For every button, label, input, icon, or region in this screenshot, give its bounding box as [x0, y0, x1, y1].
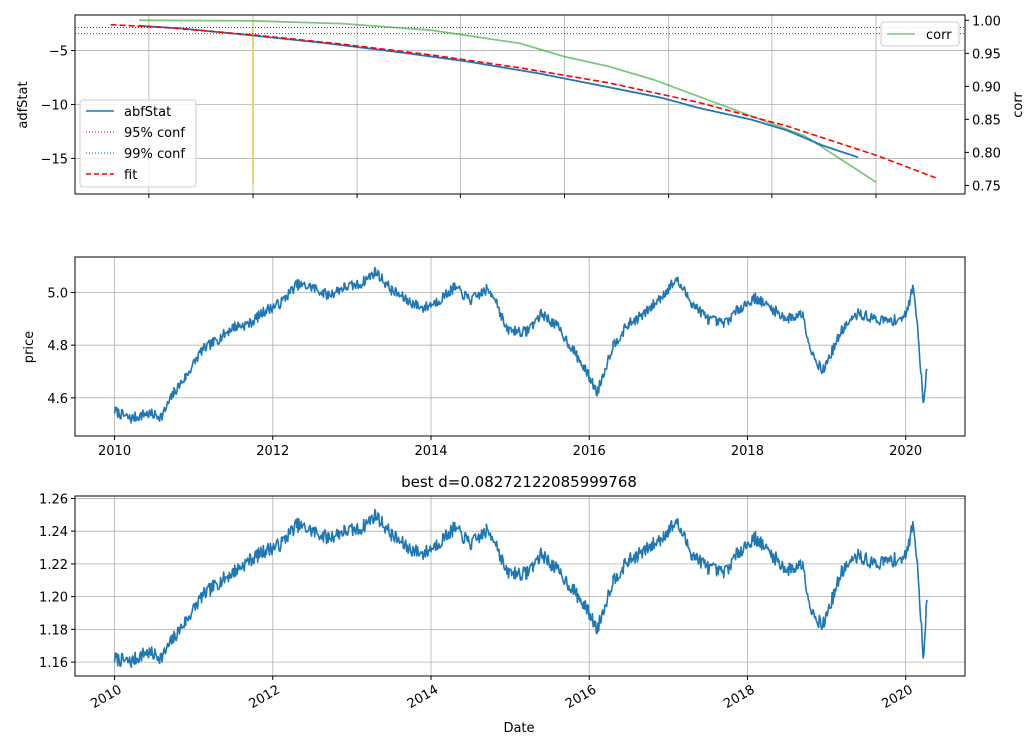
fracdiff-ytick-2-label: 1.20 — [39, 591, 68, 606]
price-series-line — [113, 266, 928, 424]
abfstat-series-line — [139, 24, 859, 159]
adf-ylabel: adfStat — [16, 81, 31, 128]
price-gridlines — [75, 257, 965, 436]
price-xtick-5-label: 2020 — [889, 444, 922, 459]
corr-ytick-5-label: 1.00 — [972, 14, 1001, 29]
price-ytick-0-label: 4.6 — [47, 392, 68, 407]
price-ytick-2-label: 5.0 — [47, 287, 68, 302]
price-frame — [74, 256, 966, 437]
fracdiff-ytick-5-label: 1.26 — [39, 492, 68, 507]
fracdiff-series — [113, 508, 928, 669]
adf-ytick-2-label: −15 — [41, 152, 68, 167]
corr-ylabel: corr — [1011, 92, 1026, 118]
fracdiff-ticks: 2010 2012 2014 2016 2018 2020 1.16 1.18 1.20 1.22… — [39, 492, 916, 712]
fracdiff-xtick-5-label: 2020 — [880, 682, 916, 712]
legend-fit-label: fit — [124, 168, 137, 183]
fracdiff-ytick-4-label: 1.24 — [39, 525, 68, 540]
fracdiff-panel: best d=0.08272122085999768 2010 2012 2014 2… — [39, 473, 966, 736]
fit-series-line — [110, 23, 936, 179]
fracdiff-gridlines — [75, 496, 965, 676]
fracdiff-xtick-0-label: 2010 — [88, 682, 124, 712]
fracdiff-xlabel: Date — [503, 721, 534, 736]
legend-abfstat-label: abfStat — [124, 105, 171, 120]
corr-legend: corr — [880, 21, 960, 47]
fracdiff-ytick-3-label: 1.22 — [39, 558, 68, 573]
price-ytick-1-label: 4.8 — [47, 339, 68, 354]
corr-ytick-0-label: 0.75 — [972, 179, 1001, 194]
fracdiff-xtick-3-label: 2016 — [563, 682, 599, 712]
price-xtick-2-label: 2014 — [414, 444, 447, 459]
corr-series-line — [139, 19, 877, 183]
adf-ticks: −5 −10 −15 0.75 0.80 0.85 0.90 0.95 1.00 — [41, 14, 1001, 198]
fracdiff-title: best d=0.08272122085999768 — [401, 473, 637, 491]
corr-ytick-4-label: 0.95 — [972, 47, 1001, 62]
price-ticks: 2010 2012 2014 2016 2018 2020 4.6 4.8 5.0 — [47, 287, 922, 459]
price-xtick-4-label: 2018 — [731, 444, 764, 459]
fracdiff-frame — [74, 495, 966, 677]
legend-conf95-label: 95% conf — [124, 126, 185, 141]
adf-panel: −5 −10 −15 0.75 0.80 0.85 0.90 0.95 1.00 adfStat… — [16, 14, 1026, 198]
fracdiff-xtick-4-label: 2018 — [721, 682, 757, 712]
adf-ytick-0-label: −5 — [49, 45, 68, 60]
corr-ytick-3-label: 0.90 — [972, 80, 1001, 95]
fracdiff-series-line — [113, 508, 928, 669]
legend-corr-label: corr — [926, 28, 952, 43]
price-xtick-3-label: 2016 — [573, 444, 606, 459]
price-ylabel: price — [22, 331, 37, 363]
adf-legend-box — [79, 99, 197, 188]
fracdiff-xtick-1-label: 2012 — [247, 682, 283, 712]
adf-series — [75, 19, 965, 185]
adf-legend: abfStat 95% conf 99% conf fit — [79, 99, 197, 188]
adf-gridlines — [75, 15, 965, 194]
corr-legend-box — [880, 21, 960, 47]
price-panel: 2010 2012 2014 2016 2018 2020 4.6 4.8 5.0 price — [22, 256, 966, 459]
fracdiff-xtick-2-label: 2014 — [405, 682, 441, 712]
corr-ytick-1-label: 0.80 — [972, 146, 1001, 161]
fracdiff-ytick-1-label: 1.18 — [39, 623, 68, 638]
price-series — [113, 266, 928, 424]
legend-conf99-label: 99% conf — [124, 147, 185, 162]
price-xtick-1-label: 2012 — [256, 444, 289, 459]
fracdiff-ytick-0-label: 1.16 — [39, 656, 68, 671]
adf-ytick-1-label: −10 — [41, 99, 68, 114]
price-xtick-0-label: 2010 — [98, 444, 131, 459]
corr-ytick-2-label: 0.85 — [972, 113, 1001, 128]
